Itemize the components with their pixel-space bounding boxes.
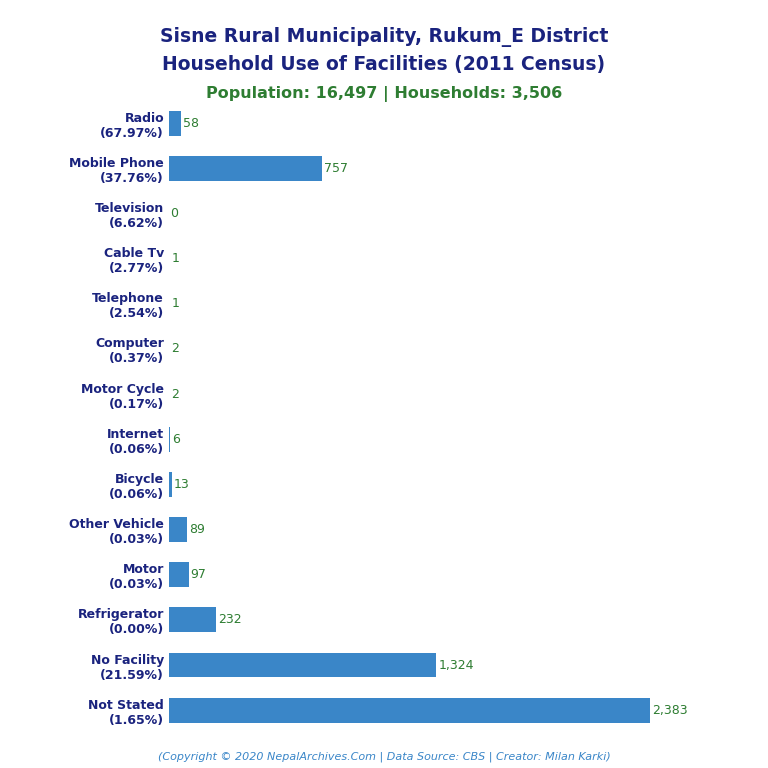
Bar xyxy=(169,653,436,677)
Text: 6: 6 xyxy=(172,432,180,445)
Text: 1,324: 1,324 xyxy=(439,658,474,671)
Bar xyxy=(169,607,216,632)
Text: 13: 13 xyxy=(174,478,190,491)
Text: 757: 757 xyxy=(324,162,348,175)
Bar xyxy=(169,472,171,497)
Text: 2,383: 2,383 xyxy=(652,703,688,717)
Text: 89: 89 xyxy=(189,523,205,536)
Bar xyxy=(169,698,650,723)
Bar xyxy=(169,562,189,587)
Text: 58: 58 xyxy=(183,117,199,130)
Text: 2: 2 xyxy=(171,388,179,401)
Text: 0: 0 xyxy=(170,207,178,220)
Text: (Copyright © 2020 NepalArchives.Com | Data Source: CBS | Creator: Milan Karki): (Copyright © 2020 NepalArchives.Com | Da… xyxy=(157,751,611,762)
Bar xyxy=(169,156,322,180)
Text: 97: 97 xyxy=(190,568,207,581)
Text: 232: 232 xyxy=(218,614,241,627)
Bar xyxy=(169,111,180,135)
Text: Household Use of Facilities (2011 Census): Household Use of Facilities (2011 Census… xyxy=(163,55,605,74)
Bar xyxy=(169,517,187,542)
Bar xyxy=(169,427,170,452)
Text: 1: 1 xyxy=(171,252,179,265)
Text: 2: 2 xyxy=(171,343,179,356)
Text: 1: 1 xyxy=(171,297,179,310)
Text: Sisne Rural Municipality, Rukum_E District: Sisne Rural Municipality, Rukum_E Distri… xyxy=(160,27,608,47)
Text: Population: 16,497 | Households: 3,506: Population: 16,497 | Households: 3,506 xyxy=(206,86,562,102)
